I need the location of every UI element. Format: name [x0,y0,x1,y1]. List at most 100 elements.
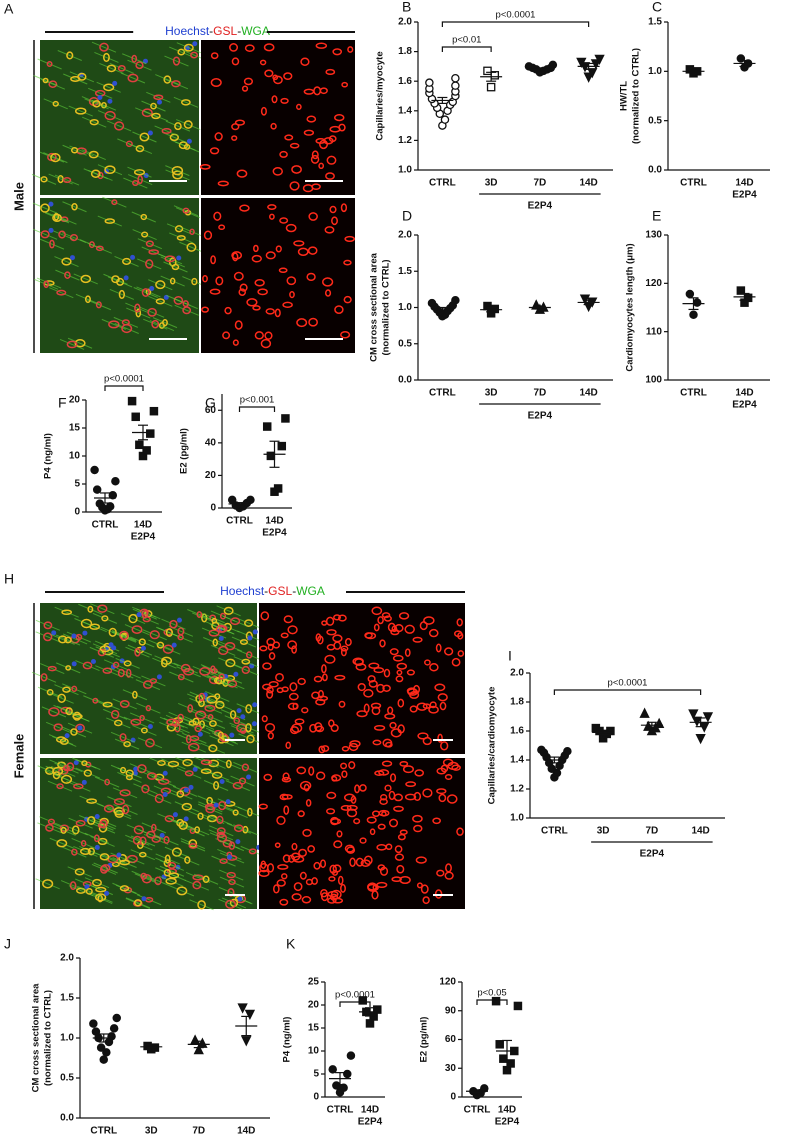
cell [297,677,306,686]
cell [89,118,99,126]
cell [232,781,243,790]
nucleus [130,254,136,260]
fiber [126,307,151,319]
fiber [129,712,155,724]
fiber [83,168,108,180]
micrograph [259,603,465,754]
cell [282,301,293,308]
nucleus [192,766,198,772]
cell [254,279,265,287]
fiber [128,839,153,851]
micrograph [201,40,355,195]
data-point [358,996,367,1005]
fiber [202,615,227,627]
fiber [237,806,263,818]
data-point [451,295,460,305]
cell [392,654,404,662]
y-tick-label: 1.0 [398,302,412,313]
fiber [143,318,168,330]
nucleus [246,774,252,780]
cell [281,873,288,880]
cell [379,639,386,648]
fiber [114,738,140,750]
cell [423,616,435,625]
cell [95,245,104,252]
nucleus [71,633,77,639]
nucleus [236,708,242,714]
cell [40,230,50,239]
cell [71,202,78,211]
cell [200,759,213,766]
cell [315,771,326,781]
stain-part: GSL [268,584,292,598]
cell [389,773,397,783]
y-tick-label: 30 [445,1063,457,1074]
cell [183,143,191,150]
fiber [91,41,117,53]
data-point [451,73,460,83]
cell [278,267,288,274]
fiber [132,725,157,736]
cell [48,707,60,717]
y-tick-label: 0.0 [648,165,662,176]
x-tick-label: 7D [192,1126,205,1137]
cell [189,735,200,742]
fiber [114,323,139,334]
data-point [107,1032,116,1041]
cell [308,766,315,776]
cell [265,308,275,315]
cell [243,77,254,86]
significance-label: p<0.01 [452,35,481,46]
cell [252,305,261,311]
cell [65,665,72,671]
cell [95,301,102,309]
cell [385,741,393,748]
cell [276,815,286,826]
fiber [103,858,129,870]
cell [272,74,279,81]
fiber [72,757,97,769]
cell [311,691,320,700]
cell [40,176,48,183]
panel-label: G [205,395,216,411]
stain-part: GSL [213,24,237,38]
fiber [68,817,93,829]
y-tick-label: 1.8 [510,697,524,708]
cell [239,639,249,645]
fiber [189,697,214,709]
data-point [266,451,276,461]
cell [169,277,176,285]
cell [422,896,430,905]
fiber [218,657,243,669]
cell [254,331,264,340]
nucleus [219,779,225,785]
fiber [231,725,256,737]
fiber [182,732,207,744]
y-tick-label: 5 [74,479,80,490]
nucleus [157,99,163,105]
cell [416,882,423,889]
nucleus [251,721,257,727]
fiber [141,675,166,687]
micrograph [259,758,465,909]
cell [260,611,270,621]
cell [58,230,66,239]
cell [415,856,427,864]
cell [223,606,234,615]
fiber [207,675,232,686]
fiber [103,659,129,671]
cell [267,863,275,873]
cell [343,295,352,304]
cell [299,780,312,791]
cell [57,693,66,703]
cell [369,828,376,836]
cell [47,665,57,672]
nucleus [51,630,57,636]
cell [444,871,454,880]
cell [86,798,97,804]
cell [113,798,125,806]
fiber [146,91,171,103]
group-label: E2P4 [358,1117,383,1128]
fiber [97,164,123,176]
fiber [139,770,165,782]
